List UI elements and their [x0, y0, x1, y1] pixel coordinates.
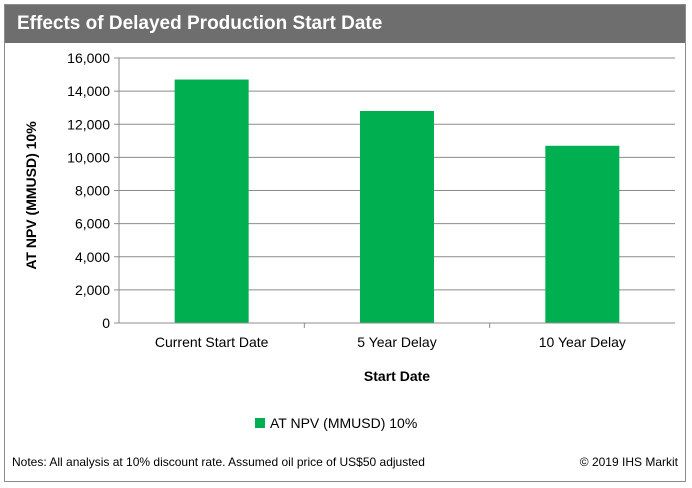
legend-label: AT NPV (MMUSD) 10% [270, 415, 418, 431]
y-tick-label: 16,000 [67, 50, 110, 66]
footer-copyright: © 2019 IHS Markit [579, 455, 678, 469]
y-tick-label: 2,000 [75, 282, 110, 298]
bar [360, 111, 434, 323]
x-axis-ticks: Current Start Date 5 Year Delay 10 Year De… [155, 323, 626, 350]
legend-swatch [255, 418, 265, 428]
y-tick-label: 14,000 [67, 83, 110, 99]
legend: AT NPV (MMUSD) 10% [255, 414, 417, 432]
y-tick-label: 12,000 [67, 116, 110, 132]
y-tick-label: 0 [102, 315, 110, 331]
y-axis-ticks: 0 2,000 4,000 6,000 8,000 10,000 12,000 14,000 1… [67, 50, 119, 331]
y-tick-label: 6,000 [75, 216, 110, 232]
footer-notes: Notes: All analysis at 10% discount rate… [12, 455, 425, 469]
bars [174, 79, 620, 323]
bar [174, 79, 249, 323]
chart-title: Effects of Delayed Production Start Date [5, 5, 685, 43]
x-tick-label: 5 Year Delay [357, 334, 436, 350]
y-axis-title: AT NPV (MMUSD) 10% [23, 121, 39, 270]
y-tick-label: 10,000 [67, 149, 110, 165]
bar [545, 145, 620, 323]
x-tick-label: Current Start Date [155, 334, 269, 350]
x-tick-label: 10 Year Delay [539, 334, 626, 350]
y-tick-label: 4,000 [75, 249, 110, 265]
y-tick-label: 8,000 [75, 183, 110, 199]
x-axis-title: Start Date [364, 368, 430, 384]
